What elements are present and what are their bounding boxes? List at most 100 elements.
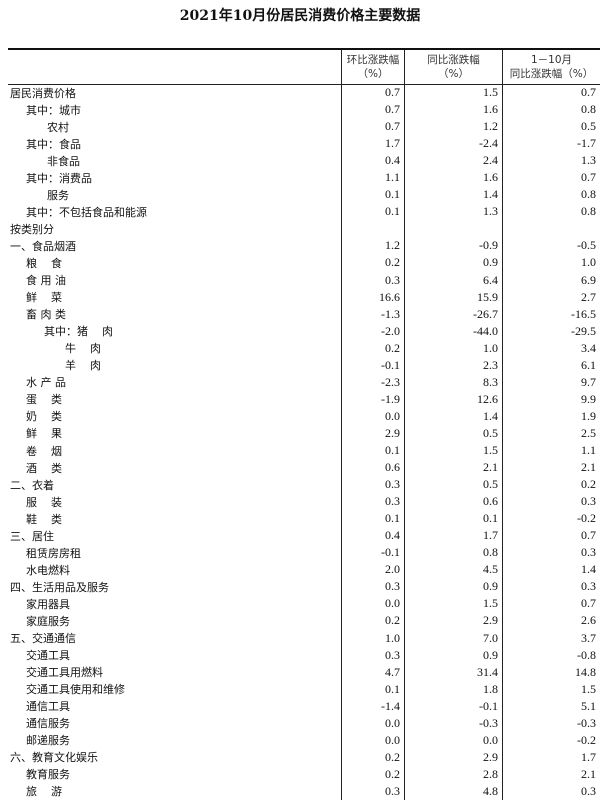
ytd-yoy-value: 2.6 — [502, 612, 600, 630]
yoy-value: 0.9 — [404, 254, 503, 272]
yoy-value: 1.5 — [404, 441, 503, 460]
table-row: 其中：猪 肉 -2.0 -44.0 -29.5 — [8, 322, 600, 340]
ytd-yoy-value: 0.3 — [502, 782, 600, 800]
table-row: 农村 0.7 1.2 0.5 — [8, 118, 600, 136]
table-row: 邮递服务 0.0 0.0 -0.2 — [8, 731, 600, 749]
ytd-yoy-value: 9.9 — [502, 390, 600, 408]
yoy-value: 1.5 — [404, 84, 503, 102]
row-label: 酒 类 — [26, 461, 62, 475]
row-label: 其中：不包括食品和能源 — [26, 205, 147, 219]
row-label: 服 装 — [26, 495, 62, 509]
table-row: 二、衣着 0.3 0.5 0.2 — [8, 476, 600, 494]
mom-value: 0.0 — [341, 595, 405, 613]
mom-value: -1.9 — [341, 390, 405, 408]
ytd-yoy-value: 1.9 — [502, 407, 600, 425]
ytd-yoy-value: -0.2 — [502, 731, 600, 749]
row-label: 教育服务 — [26, 768, 70, 782]
yoy-value: 4.5 — [404, 561, 503, 579]
row-label: 通信工具 — [26, 700, 70, 714]
mom-value: 0.3 — [341, 271, 405, 289]
table-row: 按类别分 — [8, 220, 600, 238]
row-label: 奶 类 — [26, 410, 62, 424]
ytd-yoy-value: 0.7 — [502, 527, 600, 545]
yoy-value: 1.6 — [404, 169, 503, 187]
mom-value: -2.0 — [341, 322, 405, 340]
mom-value: 0.1 — [341, 203, 405, 221]
table-row: 鞋 类 0.1 0.1 -0.2 — [8, 510, 600, 528]
ytd-yoy-value: -0.3 — [502, 714, 600, 732]
table-row: 六、教育文化娱乐 0.2 2.9 1.7 — [8, 748, 600, 766]
mom-value: 0.0 — [341, 731, 405, 749]
ytd-yoy-value: 1.5 — [502, 680, 600, 698]
table-row: 奶 类 0.0 1.4 1.9 — [8, 407, 600, 425]
yoy-value: -2.4 — [404, 135, 503, 153]
table-row: 鲜 果 2.9 0.5 2.5 — [8, 424, 600, 442]
ytd-yoy-value: 14.8 — [502, 663, 600, 681]
mom-value: 1.1 — [341, 169, 405, 187]
yoy-value: 15.9 — [404, 288, 503, 306]
ytd-yoy-value: 0.8 — [502, 203, 600, 221]
row-label: 其中：城市 — [26, 103, 81, 117]
ytd-yoy-value: -0.2 — [502, 510, 600, 528]
table-header-row: 环比涨跌幅 （%） 同比涨跌幅 （%） 1－10月 同比涨跌幅（%） — [8, 49, 600, 84]
table-row: 旅 游 0.3 4.8 0.3 — [8, 782, 600, 800]
row-label: 畜 肉 类 — [26, 308, 66, 322]
yoy-value: 0.1 — [404, 510, 503, 528]
mom-value: 0.7 — [341, 84, 405, 102]
row-label: 一、食品烟酒 — [10, 239, 76, 253]
table-row: 一、食品烟酒 1.2 -0.9 -0.5 — [8, 237, 600, 255]
header-unit: 同比涨跌幅（%） — [509, 67, 594, 80]
yoy-value: 1.4 — [404, 186, 503, 204]
yoy-value: 1.3 — [404, 203, 503, 221]
mom-value: 4.7 — [341, 663, 405, 681]
cpi-data-table: 环比涨跌幅 （%） 同比涨跌幅 （%） 1－10月 同比涨跌幅（%） 居民消费价格 0.… — [8, 48, 600, 800]
mom-value: 0.3 — [341, 493, 405, 511]
table-row: 蛋 类 -1.9 12.6 9.9 — [8, 390, 600, 408]
mom-value: 0.0 — [341, 407, 405, 425]
row-label: 交通工具 — [26, 649, 70, 663]
ytd-yoy-value: -0.8 — [502, 646, 600, 664]
table-row: 交通工具使用和维修 0.1 1.8 1.5 — [8, 680, 600, 698]
mom-value: 0.0 — [341, 714, 405, 732]
table-row: 粮 食 0.2 0.9 1.0 — [8, 254, 600, 272]
table-row: 家用器具 0.0 1.5 0.7 — [8, 595, 600, 613]
yoy-value: 8.3 — [404, 373, 503, 391]
ytd-yoy-value: 1.7 — [502, 748, 600, 766]
row-label: 羊 肉 — [44, 359, 101, 373]
ytd-yoy-value: 2.5 — [502, 424, 600, 442]
row-label: 六、教育文化娱乐 — [10, 751, 98, 765]
ytd-yoy-value: 3.4 — [502, 339, 600, 357]
ytd-yoy-value: 0.3 — [502, 578, 600, 596]
mom-value: 1.2 — [341, 237, 405, 255]
ytd-yoy-value: 2.1 — [502, 459, 600, 477]
ytd-yoy-value: 3.7 — [502, 629, 600, 647]
mom-value: 0.3 — [341, 646, 405, 664]
mom-value: 0.1 — [341, 680, 405, 698]
yoy-value: -0.1 — [404, 697, 503, 715]
row-label: 鲜 果 — [26, 427, 62, 441]
table-row: 租赁房房租 -0.1 0.8 0.3 — [8, 544, 600, 562]
row-label: 食 用 油 — [26, 274, 66, 288]
row-label: 粮 食 — [26, 256, 62, 270]
table-row: 服务 0.1 1.4 0.8 — [8, 186, 600, 204]
mom-value: -1.4 — [341, 697, 405, 715]
row-label: 租赁房房租 — [26, 546, 81, 560]
mom-value: 0.7 — [341, 118, 405, 136]
yoy-value: -0.9 — [404, 237, 503, 255]
yoy-value: -26.7 — [404, 305, 503, 323]
row-label: 家用器具 — [26, 597, 70, 611]
row-label: 服务 — [26, 188, 69, 202]
row-label: 其中：猪 肉 — [44, 325, 113, 339]
mom-value: -0.1 — [341, 356, 405, 374]
yoy-value: 1.5 — [404, 595, 503, 613]
ytd-yoy-value: 0.5 — [502, 118, 600, 136]
ytd-yoy-value: 0.8 — [502, 101, 600, 119]
mom-value: 0.3 — [341, 578, 405, 596]
table-row: 居民消费价格 0.7 1.5 0.7 — [8, 84, 600, 102]
ytd-yoy-value: 5.1 — [502, 697, 600, 715]
ytd-yoy-value: 0.3 — [502, 493, 600, 511]
table-row: 三、居住 0.4 1.7 0.7 — [8, 527, 600, 545]
header-label-column — [8, 49, 342, 84]
row-label: 鲜 菜 — [26, 291, 62, 305]
yoy-value: 1.4 — [404, 407, 503, 425]
